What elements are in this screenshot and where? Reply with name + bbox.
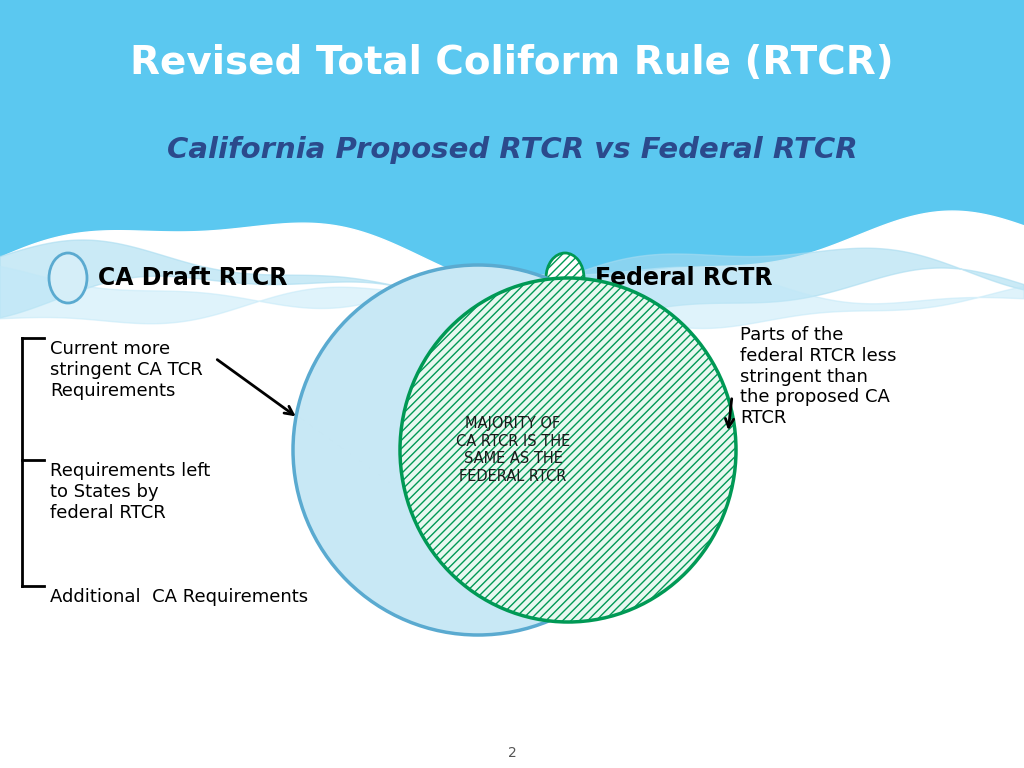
Ellipse shape xyxy=(400,278,736,622)
Bar xyxy=(0,248,1024,313)
Text: Revised Total Coliform Rule (RTCR): Revised Total Coliform Rule (RTCR) xyxy=(130,44,894,82)
Text: Additional  CA Requirements: Additional CA Requirements xyxy=(50,588,308,606)
Text: Current more
stringent CA TCR
Requirements: Current more stringent CA TCR Requiremen… xyxy=(50,340,203,399)
Ellipse shape xyxy=(546,253,584,303)
Text: CA Draft RTCR: CA Draft RTCR xyxy=(98,266,288,290)
Ellipse shape xyxy=(49,253,87,303)
Ellipse shape xyxy=(293,265,663,635)
Text: MAJORITY OF
CA RTCR IS THE
SAME AS THE
FEDERAL RTCR: MAJORITY OF CA RTCR IS THE SAME AS THE F… xyxy=(456,416,570,484)
Text: Federal RCTR: Federal RCTR xyxy=(595,266,772,290)
Text: Requirements left
to States by
federal RTCR: Requirements left to States by federal R… xyxy=(50,462,210,521)
Polygon shape xyxy=(0,266,1024,329)
Text: California Proposed RTCR vs Federal RTCR: California Proposed RTCR vs Federal RTCR xyxy=(167,136,857,164)
Polygon shape xyxy=(0,211,1024,368)
Polygon shape xyxy=(0,240,1024,326)
Bar xyxy=(0,0,1024,248)
Text: Parts of the
federal RTCR less
stringent than
the proposed CA
RTCR: Parts of the federal RTCR less stringent… xyxy=(740,326,896,427)
Text: 2: 2 xyxy=(508,746,516,760)
